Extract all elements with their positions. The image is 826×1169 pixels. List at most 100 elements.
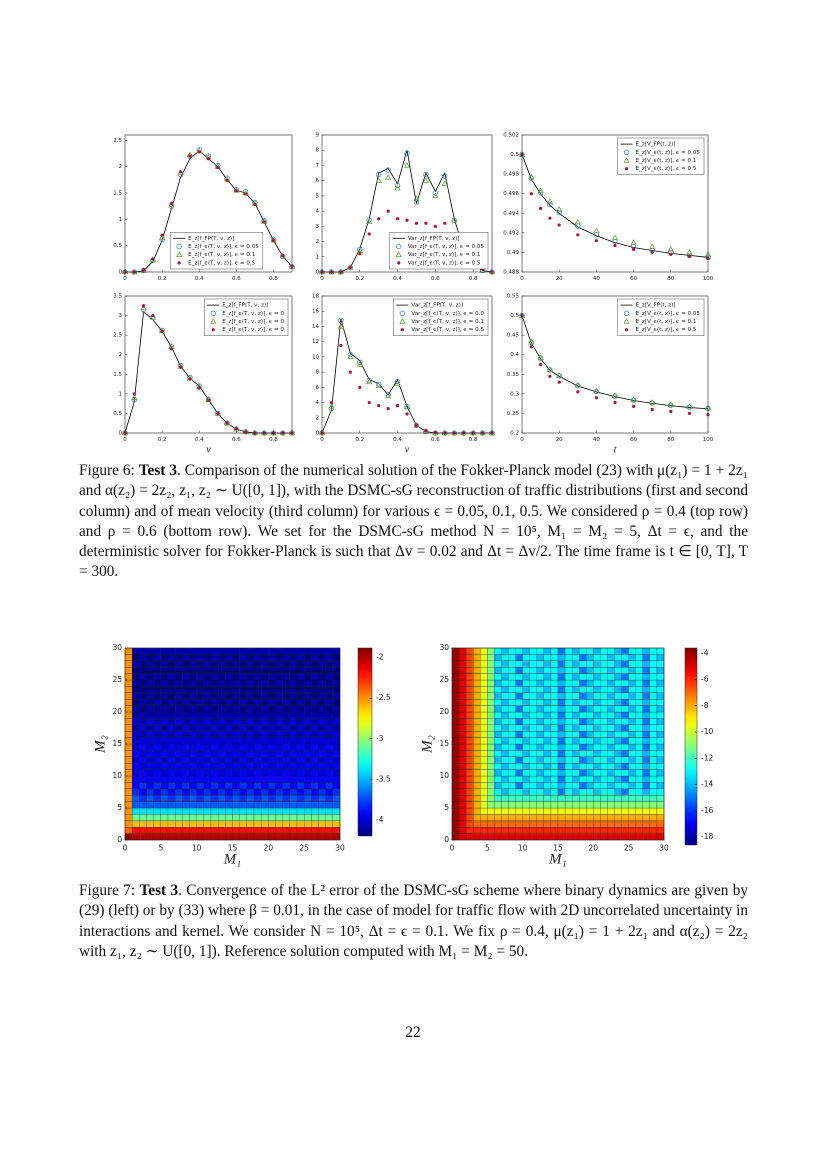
heatmap-cell — [494, 801, 502, 809]
marker — [234, 427, 238, 431]
heatmap-cell — [494, 724, 502, 732]
heatmap-cell — [635, 654, 643, 661]
heatmap-cell — [268, 827, 276, 834]
heatmap-cell — [522, 686, 530, 693]
heatmap-cell — [167, 795, 176, 802]
heatmap-cell — [182, 782, 190, 789]
heatmap-cell — [572, 814, 580, 821]
heatmap-cell — [494, 654, 502, 661]
figure-caption: Figure 7: Test 3. Convergence of the L² … — [79, 881, 748, 962]
heatmap-cell — [480, 686, 488, 693]
marker — [197, 150, 201, 154]
heatmap-cell — [318, 692, 326, 700]
heatmap-cell — [275, 718, 283, 725]
heatmap-cell — [600, 718, 608, 725]
heatmap-cell — [480, 731, 488, 738]
heatmap-cell — [494, 795, 502, 802]
legend: Var_z[f_FP(T, v, z)]Var_z[f_ϵ(T, v, z)],… — [389, 231, 489, 270]
heatmap-cell — [275, 705, 283, 713]
heatmap-cell — [480, 705, 488, 713]
heatmap-cell — [529, 756, 537, 764]
heatmap-cell — [557, 807, 566, 815]
heatmap-cell — [203, 647, 212, 655]
heatmap-cell — [572, 801, 580, 809]
colorbar-tick-label: -4 — [376, 815, 384, 824]
heatmap-cell — [261, 827, 269, 834]
heatmap-cell — [536, 724, 544, 732]
heatmap-cell — [487, 782, 495, 789]
heatmap-cell — [508, 782, 516, 789]
heatmap-cell — [203, 711, 212, 719]
x-tick-label: 0 — [450, 844, 455, 853]
heatmap-cell — [296, 801, 305, 809]
heatmap-cell — [508, 801, 516, 809]
heatmap-cell — [225, 743, 233, 751]
legend-label: E_z[V_FP(t, z)] — [636, 303, 676, 309]
heatmap-cell — [289, 750, 298, 757]
axes-box — [124, 134, 293, 273]
heatmap-cell — [332, 833, 341, 841]
heatmap-cell — [232, 660, 240, 668]
y-tick-label: 0.25 — [507, 411, 520, 417]
heatmap-cell — [564, 679, 573, 687]
heatmap-cell — [182, 724, 190, 732]
heatmap-cell — [239, 782, 247, 789]
heatmap-cell — [508, 647, 516, 655]
heatmap-cell — [282, 833, 290, 841]
heatmap-cell — [225, 699, 233, 706]
heatmap-cell — [642, 679, 650, 687]
heatmap-cell — [210, 718, 219, 725]
heatmap-cell — [487, 807, 495, 815]
heatmap-cell — [275, 711, 283, 719]
heatmap-cell — [522, 795, 530, 802]
heatmap-cell — [593, 711, 601, 719]
x-tick-label: 0.8 — [469, 276, 478, 282]
heatmap-cell — [508, 667, 516, 674]
heatmap-cell — [189, 654, 197, 661]
heatmap-cell — [480, 775, 488, 783]
heatmap-cell — [614, 820, 622, 828]
heatmap-cell — [203, 679, 212, 687]
heatmap-cell — [649, 807, 658, 815]
x-tick-label: 0.2 — [355, 276, 364, 282]
heatmap-cell — [451, 807, 460, 815]
heatmap-cell — [579, 679, 587, 687]
heatmap-cell — [515, 807, 523, 815]
marker — [179, 365, 183, 369]
y-tick-label: 1.5 — [113, 190, 122, 196]
heatmap-cell — [218, 699, 226, 706]
heatmap-cell — [318, 769, 326, 777]
heatmap-cell — [501, 705, 509, 713]
heatmap-cell — [275, 763, 283, 770]
marker — [414, 221, 419, 225]
heatmap-cell — [132, 647, 140, 655]
heatmap-cell — [325, 750, 333, 757]
heatmap-cell — [458, 667, 467, 674]
heatmap-cell — [196, 756, 204, 764]
heatmap-cell — [304, 654, 312, 661]
heatmap-cell — [515, 814, 523, 821]
heatmap-cell — [600, 807, 608, 815]
heatmap-cell — [318, 807, 326, 815]
heatmap-cell — [557, 718, 566, 725]
heatmap-cell — [656, 827, 665, 834]
heatmap-cell — [311, 731, 319, 738]
heatmap-cell — [253, 705, 262, 713]
heatmap-cell — [132, 769, 140, 777]
heatmap-cell — [153, 769, 161, 777]
heatmap-cell — [494, 711, 502, 719]
heatmap-cell — [515, 750, 523, 757]
heatmap-cell — [487, 660, 495, 668]
colorbar — [357, 647, 373, 837]
heatmap-cell — [282, 647, 290, 655]
heatmap-cell — [458, 711, 467, 719]
heatmap-cell — [607, 782, 615, 789]
marker — [149, 314, 156, 320]
heatmap-cell — [261, 763, 269, 770]
heatmap-cell — [167, 756, 176, 764]
heatmap-cell — [656, 660, 665, 668]
legend-symbol — [176, 251, 183, 257]
heatmap-cell — [508, 807, 516, 815]
y-tick-label: 0.488 — [503, 270, 519, 276]
